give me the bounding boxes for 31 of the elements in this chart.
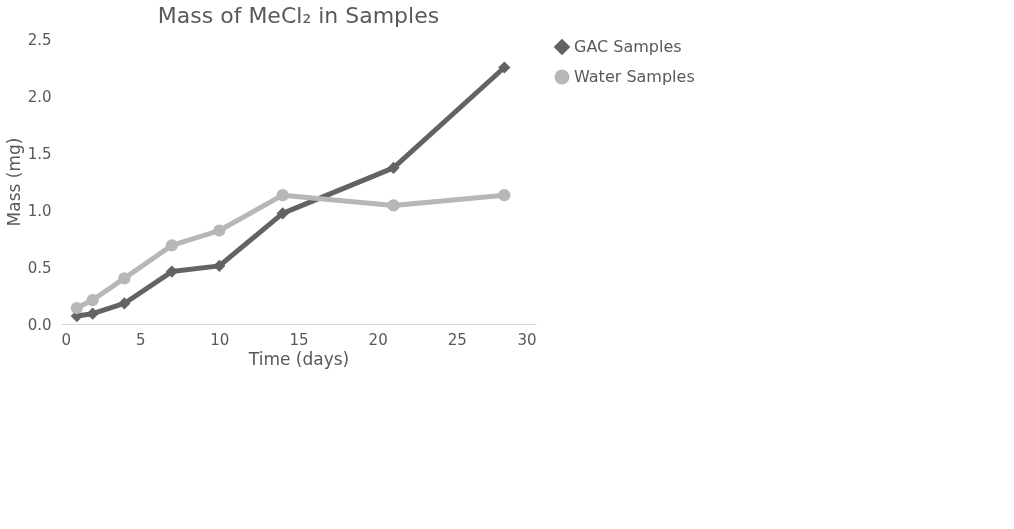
y-tick-label: 1.0	[27, 201, 52, 220]
point	[165, 265, 178, 278]
x-tick-label: 5	[135, 330, 146, 349]
point	[118, 297, 131, 310]
x-axis-title: Time (days)	[247, 348, 350, 369]
x-tick-label: 15	[289, 330, 309, 349]
x-tick-label: 20	[368, 330, 388, 349]
y-tick-label: 2.5	[27, 30, 52, 49]
x-tick-label: 0	[61, 330, 72, 349]
point	[165, 239, 178, 252]
y-axis-title: Mass (mg)	[3, 137, 24, 227]
point	[498, 61, 511, 74]
x-tick-label: 10	[210, 330, 230, 349]
point	[86, 293, 99, 307]
x-tick-label: 25	[447, 330, 467, 349]
point	[498, 189, 511, 202]
point	[118, 272, 131, 285]
x-tick-label: 30	[517, 330, 537, 349]
legend-label: GAC Samples	[574, 37, 682, 56]
point	[387, 161, 400, 174]
legend-label: Water Samples	[574, 67, 695, 86]
point	[387, 199, 400, 212]
point	[276, 207, 289, 220]
chart-title: Mass of MeCl₂ in Samples	[157, 3, 440, 28]
point	[70, 301, 83, 315]
point	[213, 224, 226, 237]
y-tick-label: 2.0	[27, 87, 52, 106]
point	[276, 189, 289, 202]
y-tick-label: 1.5	[27, 144, 52, 163]
y-tick-label: 0.5	[27, 258, 52, 277]
y-tick-label: 0.0	[27, 315, 52, 334]
